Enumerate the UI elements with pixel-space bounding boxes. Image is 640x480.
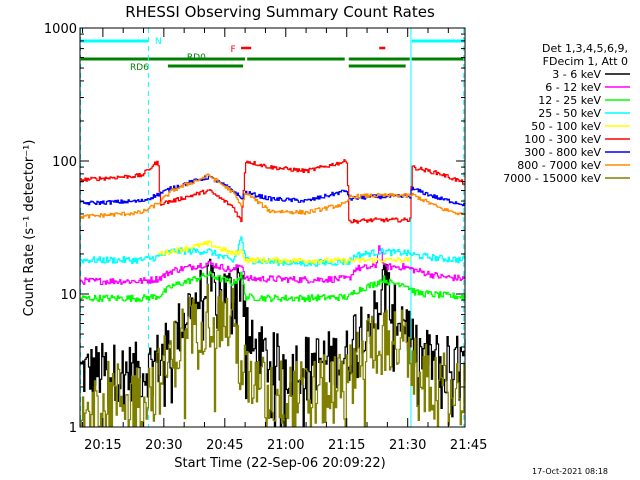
x-tick-label: 21:30 <box>389 438 426 453</box>
state-bar-label-n: N <box>155 37 162 47</box>
legend-label-3-6-kev: 3 - 6 keV <box>552 68 601 81</box>
x-axis-label: Start Time (22-Sep-06 20:09:22) <box>174 456 385 471</box>
x-tick-label: 21:45 <box>450 438 487 453</box>
y-tick-label: 10 <box>60 288 77 303</box>
plot-frame <box>79 27 466 428</box>
axes <box>79 27 466 428</box>
x-tick-label: 20:15 <box>84 438 121 453</box>
legend-header-line: FDecim 1, Att 0 <box>543 55 628 68</box>
series-line-25-50-kev <box>80 236 466 267</box>
legend: Det 1,3,4,5,6,9,FDecim 1, Att 03 - 6 keV… <box>503 42 630 185</box>
y-axis-label: Count Rate (s⁻¹ detector⁻¹) <box>22 140 37 317</box>
x-tick-label: 21:00 <box>267 438 304 453</box>
footer-timestamp: 17-Oct-2021 08:18 <box>532 467 608 476</box>
x-axis-ticks: 20:15 20:30 20:45 21:00 21:15 21:30 21:45 <box>82 28 487 453</box>
x-tick-label: 20:45 <box>206 438 243 453</box>
y-tick-label: 1 <box>69 421 77 436</box>
legend-label-12-25-kev: 12 - 25 keV <box>538 94 601 107</box>
legend-label-7000-15000-kev: 7000 - 15000 keV <box>503 172 601 185</box>
series-line-12-25-kev <box>80 271 466 303</box>
state-bar-label-f: F <box>230 45 235 55</box>
series-line-6-12-kev <box>80 245 465 285</box>
y-axis-ticks: 1 10 100 1000 <box>44 22 465 436</box>
series-line-800-7000-kev <box>80 173 466 219</box>
y-tick-label: 100 <box>52 155 77 170</box>
night-markers <box>80 28 465 427</box>
legend-label-50-100-kev: 50 - 100 keV <box>531 120 601 133</box>
x-tick-label: 21:15 <box>328 438 365 453</box>
state-bar-label-rd0: RD0 <box>187 53 206 63</box>
series-line-7000-15000-kev <box>80 283 466 427</box>
legend-label-300-800-kev: 300 - 800 keV <box>524 146 601 159</box>
data-series <box>80 159 466 427</box>
y-tick-label: 1000 <box>44 22 77 37</box>
legend-label-25-50-kev: 25 - 50 keV <box>538 107 601 120</box>
series-line-100-300-kev <box>80 159 466 224</box>
legend-label-100-300-kev: 100 - 300 keV <box>524 133 601 146</box>
legend-label-800-7000-kev: 800 - 7000 keV <box>517 159 601 172</box>
x-tick-label: 20:30 <box>145 438 182 453</box>
series-line-50-100-kev <box>157 240 411 264</box>
legend-header-line: Det 1,3,4,5,6,9, <box>542 42 628 55</box>
instrument-state-bars: N F RD0 RD6 <box>80 37 465 73</box>
chart-title: RHESSI Observing Summary Count Rates <box>125 3 435 21</box>
state-bar-label-rd6: RD6 <box>130 63 149 73</box>
legend-label-6-12-kev: 6 - 12 keV <box>545 81 601 94</box>
